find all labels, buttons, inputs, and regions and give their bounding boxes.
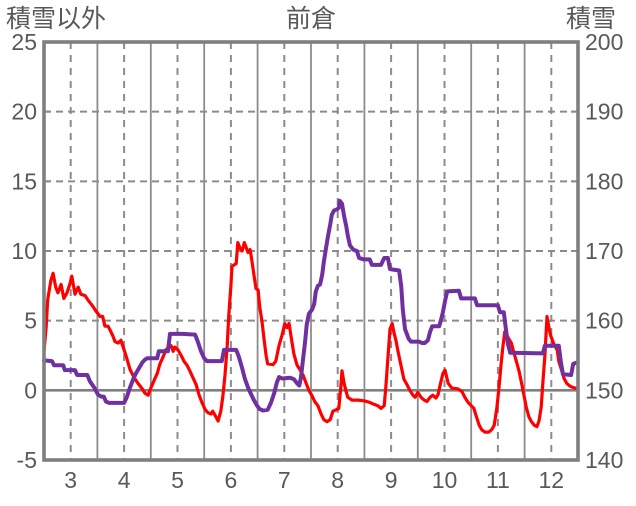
left-axis-tick-label: 10	[11, 238, 37, 264]
plot-frame	[42, 40, 580, 462]
right-axis-tick-label: 200	[585, 29, 623, 55]
left-axis-tick-label: 5	[24, 308, 37, 334]
x-axis-month-label: 10	[432, 467, 458, 493]
chart-title: 前倉	[286, 5, 336, 33]
left-axis-tick-label: 25	[11, 29, 37, 55]
x-axis-month-label: 8	[331, 467, 344, 493]
series-layer	[42, 198, 580, 434]
x-axis-month-label: 9	[385, 467, 398, 493]
left-axis-tick-label: 15	[11, 168, 37, 194]
right-axis-tick-label: 180	[585, 168, 623, 194]
right-axis-title: 積雪	[566, 5, 616, 33]
x-axis-month-label: 6	[225, 467, 238, 493]
left-axis-title: 積雪以外	[6, 5, 106, 33]
right-axis-tick-label: 140	[585, 447, 623, 473]
x-axis-month-label: 4	[118, 467, 131, 493]
purple-series-line	[42, 198, 579, 413]
left-axis-tick-label: -5	[17, 447, 37, 473]
right-axis-tick-label: 150	[585, 377, 623, 403]
right-axis-tick-label: 170	[585, 238, 623, 264]
left-axis-tick-label: 0	[24, 377, 37, 403]
plot-border	[42, 40, 580, 462]
x-axis-month-label: 12	[539, 467, 565, 493]
axis-label-layer: 25 20 15 10 5 0 -5 200 190 180 170 160 150 140 3 4 5 6 7 8 9…	[11, 29, 623, 493]
x-axis-month-label: 3	[64, 467, 77, 493]
red-series-line	[42, 241, 580, 434]
x-axis-month-label: 5	[171, 467, 184, 493]
right-axis-tick-label: 160	[585, 308, 623, 334]
x-axis-month-label: 7	[278, 467, 291, 493]
left-axis-tick-label: 20	[11, 99, 37, 125]
right-axis-tick-label: 190	[585, 99, 623, 125]
x-axis-month-label: 11	[486, 467, 510, 493]
